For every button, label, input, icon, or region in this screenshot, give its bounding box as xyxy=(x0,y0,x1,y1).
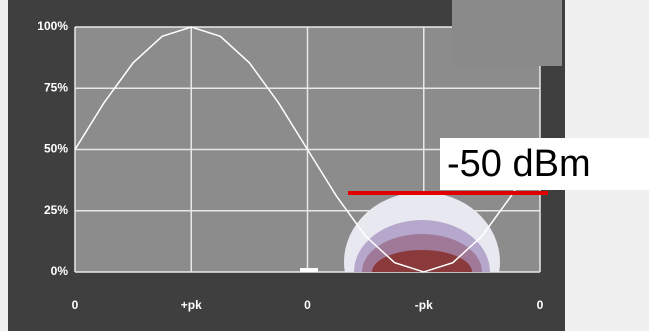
y-tick-label: 100% xyxy=(37,19,68,33)
y-tick-label: 25% xyxy=(44,203,68,217)
x-tick-label: 0 xyxy=(304,298,311,312)
x-tick-label: -pk xyxy=(415,298,433,312)
y-tick-label: 50% xyxy=(44,142,68,156)
overlay-box xyxy=(452,0,562,66)
y-tick-label: 75% xyxy=(44,80,68,94)
chart: -50 dBm 0% 25% 50% 75% 100% 0 +pk 0 -pk 0 xyxy=(0,0,649,331)
x-tick-label: +pk xyxy=(181,298,202,312)
annotation: -50 dBm xyxy=(447,143,591,185)
x-tick-label: 0 xyxy=(72,298,79,312)
page: -50 dBm 0%25%50%75%100%0+pk0-pk0 (() => … xyxy=(0,0,649,331)
x-tick-label: 0 xyxy=(537,298,544,312)
y-tick-label: 0% xyxy=(51,264,69,278)
